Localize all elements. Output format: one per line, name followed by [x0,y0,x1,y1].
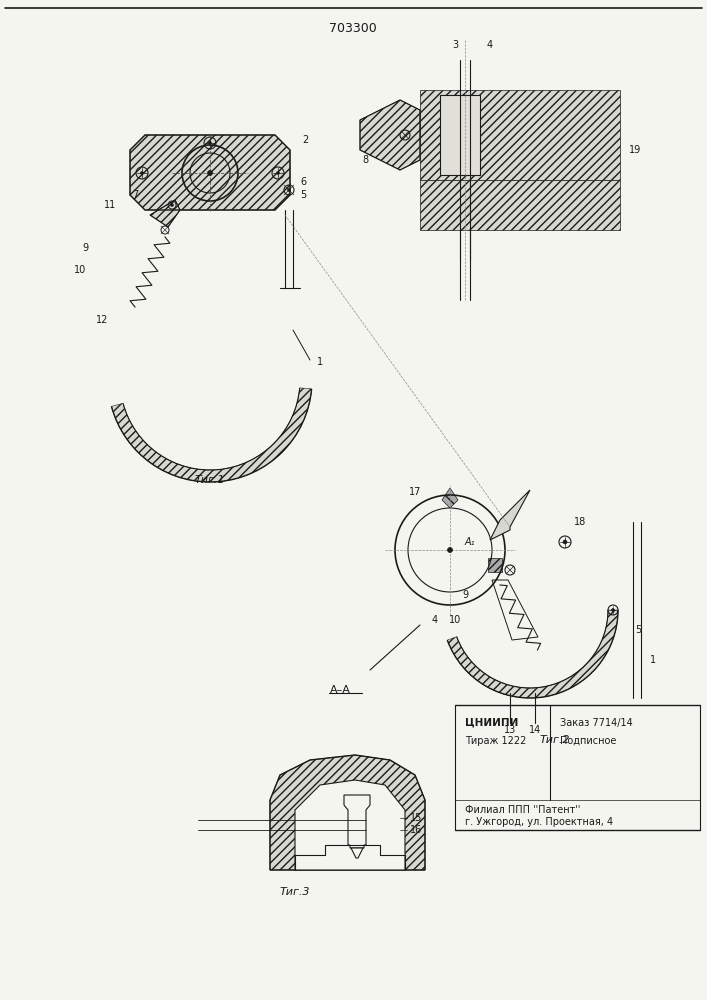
Text: 703300: 703300 [329,21,377,34]
Circle shape [141,172,144,174]
Text: 17: 17 [409,487,421,497]
Polygon shape [488,558,502,572]
Text: 1: 1 [650,655,656,665]
Circle shape [276,172,279,174]
Text: 2: 2 [302,135,308,145]
Text: 9: 9 [462,590,468,600]
Circle shape [209,141,211,144]
Polygon shape [112,388,312,482]
Text: A₁: A₁ [464,537,475,547]
Text: г. Ужгород, ул. Проектная, 4: г. Ужгород, ул. Проектная, 4 [465,817,613,827]
Text: Τиг.1: Τиг.1 [194,475,226,485]
Text: 5: 5 [300,190,306,200]
Text: 1: 1 [317,357,323,367]
Circle shape [288,188,291,192]
Circle shape [207,170,213,176]
Text: Τиг.3: Τиг.3 [280,887,310,897]
Text: 11: 11 [104,200,116,210]
Polygon shape [130,135,290,210]
Polygon shape [270,755,425,870]
Text: 3: 3 [452,40,458,50]
Text: 14: 14 [529,725,541,735]
Text: 6: 6 [300,177,306,187]
Text: Филиал ППП ''Патент'': Филиал ППП ''Патент'' [465,805,580,815]
Text: 19: 19 [629,145,641,155]
Polygon shape [344,795,370,848]
Circle shape [563,540,567,544]
Text: Τиг.2: Τиг.2 [539,735,571,745]
Text: 9: 9 [82,243,88,253]
Text: Заказ 7714/14: Заказ 7714/14 [560,718,633,728]
Text: 5: 5 [635,625,641,635]
Text: 4: 4 [487,40,493,50]
Text: Тираж 1222: Тираж 1222 [465,736,527,746]
Text: A–A: A–A [330,685,351,695]
Text: 7: 7 [132,190,138,200]
Polygon shape [295,780,405,870]
Polygon shape [490,490,530,540]
Text: 15: 15 [410,813,422,823]
Text: ЦНИИПИ: ЦНИИПИ [465,718,518,728]
Text: 8: 8 [362,155,368,165]
Text: 4: 4 [432,615,438,625]
Polygon shape [448,610,618,698]
Circle shape [612,608,614,611]
Polygon shape [420,90,620,180]
Text: Подписное: Подписное [560,736,617,746]
Polygon shape [440,95,480,175]
Polygon shape [442,488,458,508]
Circle shape [448,548,452,552]
Text: 16: 16 [410,825,422,835]
Polygon shape [420,180,620,230]
Text: 10: 10 [449,615,461,625]
Text: 18: 18 [574,517,586,527]
Circle shape [170,204,173,207]
Text: 10: 10 [74,265,86,275]
Text: 12: 12 [96,315,108,325]
Polygon shape [351,848,363,858]
Polygon shape [150,200,180,227]
Text: 13: 13 [504,725,516,735]
Polygon shape [360,100,420,170]
